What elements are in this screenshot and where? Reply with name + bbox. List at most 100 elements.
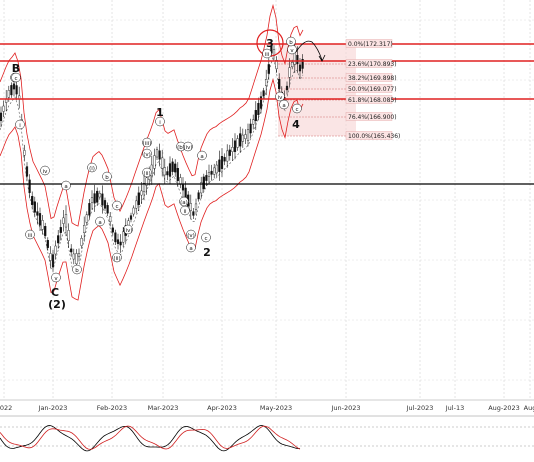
wave-label-text: i [19,123,21,129]
x-tick-label: Aug-2023 [488,404,520,412]
candle-body [31,196,34,205]
wave-label-text: (ii) [113,256,120,262]
candle-body [161,157,164,169]
candle-body [275,59,278,70]
wave-label-minor: c [112,200,122,211]
fib-label: 0.0%(172.317) [348,41,393,48]
wave-label-minor: v [51,272,61,283]
candle-body [174,163,177,173]
wave-label-text: iii [28,233,33,239]
wave-label-circle [72,264,82,275]
candle-body [288,67,291,78]
candle-body [111,227,114,233]
wave-label-text: iv [278,95,284,101]
x-tick-label: Apr-2023 [207,404,237,412]
wave-label-text: (b) [177,145,185,151]
wave-label-minor: a [61,180,71,191]
wave-label-minor: (i) [87,162,97,173]
candle-body [267,64,270,74]
x-tick-label: Aug [524,404,534,412]
candle-body [101,193,104,206]
candle-body [51,254,55,268]
candle-body [213,167,216,175]
wave-label-text: c [204,236,207,242]
candle-body [296,54,299,65]
wave-label-circle [25,229,35,240]
wave-label-minor: (iii) [142,137,152,148]
candle-body [194,203,198,210]
candle-body [15,85,18,95]
candle-body [259,96,263,109]
candle-body [252,119,255,125]
wave-label-text: a [64,184,67,190]
fib-label-box [345,73,393,82]
wave-label-circle [155,116,165,127]
projection-arrowhead [318,54,326,62]
x-tick-label: Mar-2023 [148,404,179,412]
fib-label-box [345,39,393,48]
wave-label-text: iii [265,52,270,58]
candle-body [153,155,156,169]
candle-body [298,64,302,72]
wave-label-text: ii [183,209,187,215]
candle-body [205,175,208,181]
wave-label-text: (v) [187,233,195,239]
wave-label-minor: ii [180,205,190,216]
candle-body [93,193,96,204]
wave-label-minor: (iv) [183,141,193,152]
fib-zone [278,44,356,136]
candle-body [218,159,221,172]
wave-label-text: (ii) [143,171,150,177]
candle-body [155,149,159,158]
candle-body [215,164,218,174]
candle-body [54,245,57,255]
wave-label-major: 2 [203,246,211,259]
bollinger-lower [0,77,304,301]
fib-label: 76.4%(166.900) [348,114,397,121]
oscillator-fast-line [0,425,301,452]
candle-body [210,170,213,175]
candle-body [236,138,239,148]
candle-body [2,105,5,112]
candle-body [83,225,86,233]
wave-label-circle [201,232,211,243]
candle-body [64,214,68,228]
wave-label-minor: c [11,72,21,83]
wave-label-circle [179,196,189,207]
candle-body [231,147,234,152]
candle-body [44,226,47,236]
wave-label-circle [123,224,133,235]
candle-body [257,102,260,116]
wave-label-circle [292,103,302,114]
x-tick-label: Jan-2023 [38,404,68,412]
candle-body [233,140,237,152]
wave-label-major: 1 [156,106,164,119]
candle-body [254,110,257,121]
wave-label-circle [40,165,50,176]
candle-body [226,150,229,162]
wave-label-text: b [289,40,293,46]
wave-label-circle [95,216,105,227]
wave-label-minor: i [155,116,165,127]
wave-label-minor: a [186,242,196,253]
candle-body [197,192,200,200]
candle-body [166,171,169,176]
candle-body [72,253,75,260]
candle-body [33,201,36,213]
candle-body [103,200,107,209]
wave-label-text: (iii) [143,141,152,147]
candle-body [145,177,148,186]
wave-label-minor: (v) [142,148,152,159]
wave-label-minor: (iv) [123,224,133,235]
candle-body [176,168,179,181]
candle-body [80,238,83,246]
wave-label-circle [197,150,207,161]
wave-label-minor: iv [40,165,50,176]
wave-label-minor: (v) [186,229,196,240]
candle-body [291,61,294,68]
candle-body [49,253,52,261]
candle-body [158,150,161,160]
wave-label-circle [142,137,152,148]
wave-label-circle [142,167,152,178]
wave-label-text: (iv) [183,145,192,151]
